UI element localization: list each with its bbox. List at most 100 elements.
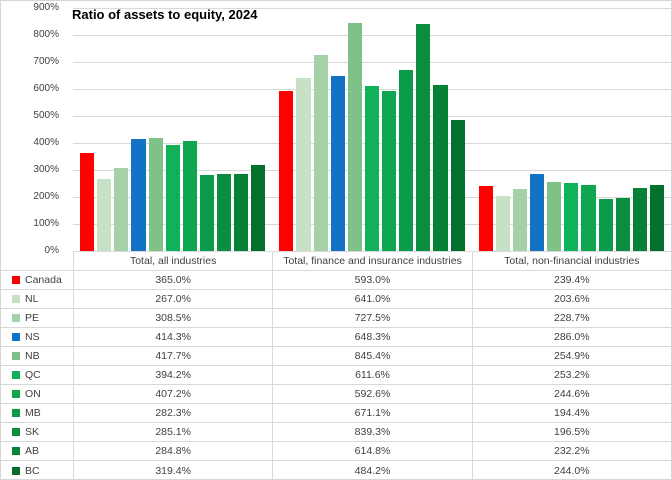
- value-cell-QC-category-2: 611.6%: [272, 366, 471, 384]
- data-table: Canada 365.0% 593.0% 239.4% NL 267.0% 641.0% 20…: [1, 271, 671, 479]
- value-cell-BC-category-2: 484.2%: [272, 461, 471, 479]
- legend-swatch-icon: [12, 371, 20, 379]
- bar-group-2: [272, 8, 471, 251]
- value-cell-Canada-category-1: 365.0%: [73, 271, 272, 289]
- series-legend-cell: NS: [1, 328, 73, 346]
- y-tick-label: 700%: [33, 56, 59, 67]
- value-cell-PE-category-2: 727.5%: [272, 309, 471, 327]
- y-tick-label: 900%: [33, 2, 59, 13]
- bar-ON-category-1: [182, 141, 197, 251]
- bar-Canada-category-1: [80, 152, 95, 251]
- value-cell-SK-category-2: 839.3%: [272, 423, 471, 441]
- series-name: MB: [25, 407, 41, 419]
- series-name: NS: [25, 331, 40, 343]
- legend-swatch-icon: [12, 466, 20, 475]
- y-axis-labels: 900% 800% 700% 600% 500% 400% 300% 200% 100% 0%: [1, 1, 61, 261]
- series-name: ON: [25, 388, 41, 400]
- bar-BC-category-1: [251, 164, 266, 251]
- y-tick-label: 400%: [33, 137, 59, 148]
- bar-QC-category-1: [165, 144, 180, 251]
- value-cell-QC-category-3: 253.2%: [471, 366, 671, 384]
- bar-PE-category-1: [114, 167, 129, 251]
- series-name: SK: [25, 426, 40, 438]
- series-name: AB: [25, 445, 40, 457]
- y-tick-label: 300%: [33, 164, 59, 175]
- bar-NB-category-3: [547, 182, 562, 251]
- value-cell-NS-category-3: 286.0%: [471, 328, 671, 346]
- y-tick-label: 600%: [33, 83, 59, 94]
- table-row-Canada: Canada 365.0% 593.0% 239.4%: [1, 271, 671, 290]
- bar-AB-category-1: [234, 174, 249, 251]
- series-legend-cell: NB: [1, 347, 73, 365]
- y-tick-label: 0%: [44, 245, 59, 256]
- series-name: QC: [25, 369, 41, 381]
- value-cell-MB-category-2: 671.1%: [272, 404, 471, 422]
- value-cell-ON-category-2: 592.6%: [272, 385, 471, 403]
- table-row-QC: QC 394.2% 611.6% 253.2%: [1, 366, 671, 385]
- category-label: Total, all industries: [73, 251, 272, 270]
- bar-NL-category-1: [97, 178, 112, 251]
- value-cell-NB-category-1: 417.7%: [73, 347, 272, 365]
- series-legend-cell: SK: [1, 423, 73, 441]
- bar-NL-category-3: [495, 196, 510, 251]
- gridline-900%: [73, 8, 671, 9]
- series-legend-cell: QC: [1, 366, 73, 384]
- bar-SK-category-1: [217, 174, 232, 251]
- bar-NL-category-2: [296, 77, 311, 251]
- legend-swatch-icon: [12, 314, 20, 322]
- table-row-BC: BC 319.4% 484.2% 244.0%: [1, 461, 671, 479]
- series-legend-cell: ON: [1, 385, 73, 403]
- category-spacer-cell: [1, 251, 73, 270]
- table-row-AB: AB 284.8% 614.8% 232.2%: [1, 442, 671, 461]
- table-row-NL: NL 267.0% 641.0% 203.6%: [1, 290, 671, 309]
- y-tick-label: 200%: [33, 191, 59, 202]
- legend-swatch-icon: [12, 333, 20, 341]
- plot-area: [73, 8, 671, 252]
- bar-BC-category-2: [450, 120, 465, 251]
- series-legend-cell: AB: [1, 442, 73, 460]
- gridline-800%: [73, 35, 671, 36]
- bar-ON-category-3: [581, 185, 596, 251]
- value-cell-NS-category-1: 414.3%: [73, 328, 272, 346]
- value-cell-MB-category-3: 194.4%: [471, 404, 671, 422]
- table-row-NB: NB 417.7% 845.4% 254.9%: [1, 347, 671, 366]
- bar-SK-category-2: [416, 24, 431, 251]
- bar-group-1: [73, 8, 272, 251]
- legend-swatch-icon: [12, 352, 20, 360]
- table-row-NS: NS 414.3% 648.3% 286.0%: [1, 328, 671, 347]
- value-cell-ON-category-1: 407.2%: [73, 385, 272, 403]
- y-tick-label: 100%: [33, 218, 59, 229]
- bar-NB-category-1: [148, 138, 163, 251]
- value-cell-MB-category-1: 282.3%: [73, 404, 272, 422]
- bar-MB-category-3: [598, 198, 613, 251]
- value-cell-BC-category-3: 244.0%: [471, 461, 671, 479]
- y-tick-label: 800%: [33, 29, 59, 40]
- gridline-700%: [73, 62, 671, 63]
- bar-PE-category-3: [512, 189, 528, 251]
- value-cell-NB-category-2: 845.4%: [272, 347, 471, 365]
- bar-AB-category-2: [433, 85, 448, 251]
- series-legend-cell: BC: [1, 461, 73, 479]
- value-cell-NL-category-3: 203.6%: [471, 290, 671, 308]
- series-legend-cell: Canada: [1, 271, 73, 289]
- bar-NS-category-1: [131, 139, 146, 251]
- bar-AB-category-3: [632, 188, 647, 251]
- bar-NB-category-2: [347, 22, 362, 251]
- bar-NS-category-2: [330, 76, 345, 251]
- value-cell-NL-category-2: 641.0%: [272, 290, 471, 308]
- series-legend-cell: MB: [1, 404, 73, 422]
- series-name: Canada: [25, 274, 62, 286]
- bar-ON-category-2: [382, 91, 397, 251]
- bar-Canada-category-2: [279, 90, 294, 251]
- bar-Canada-category-3: [478, 186, 493, 251]
- category-label: Total, finance and insurance industries: [272, 251, 471, 270]
- value-cell-NL-category-1: 267.0%: [73, 290, 272, 308]
- bar-QC-category-2: [364, 85, 380, 251]
- value-cell-AB-category-2: 614.8%: [272, 442, 471, 460]
- legend-swatch-icon: [12, 428, 20, 436]
- value-cell-AB-category-1: 284.8%: [73, 442, 272, 460]
- category-label: Total, non-financial industries: [471, 251, 671, 270]
- bar-SK-category-3: [615, 197, 630, 251]
- value-cell-QC-category-1: 394.2%: [73, 366, 272, 384]
- value-cell-NS-category-2: 648.3%: [272, 328, 471, 346]
